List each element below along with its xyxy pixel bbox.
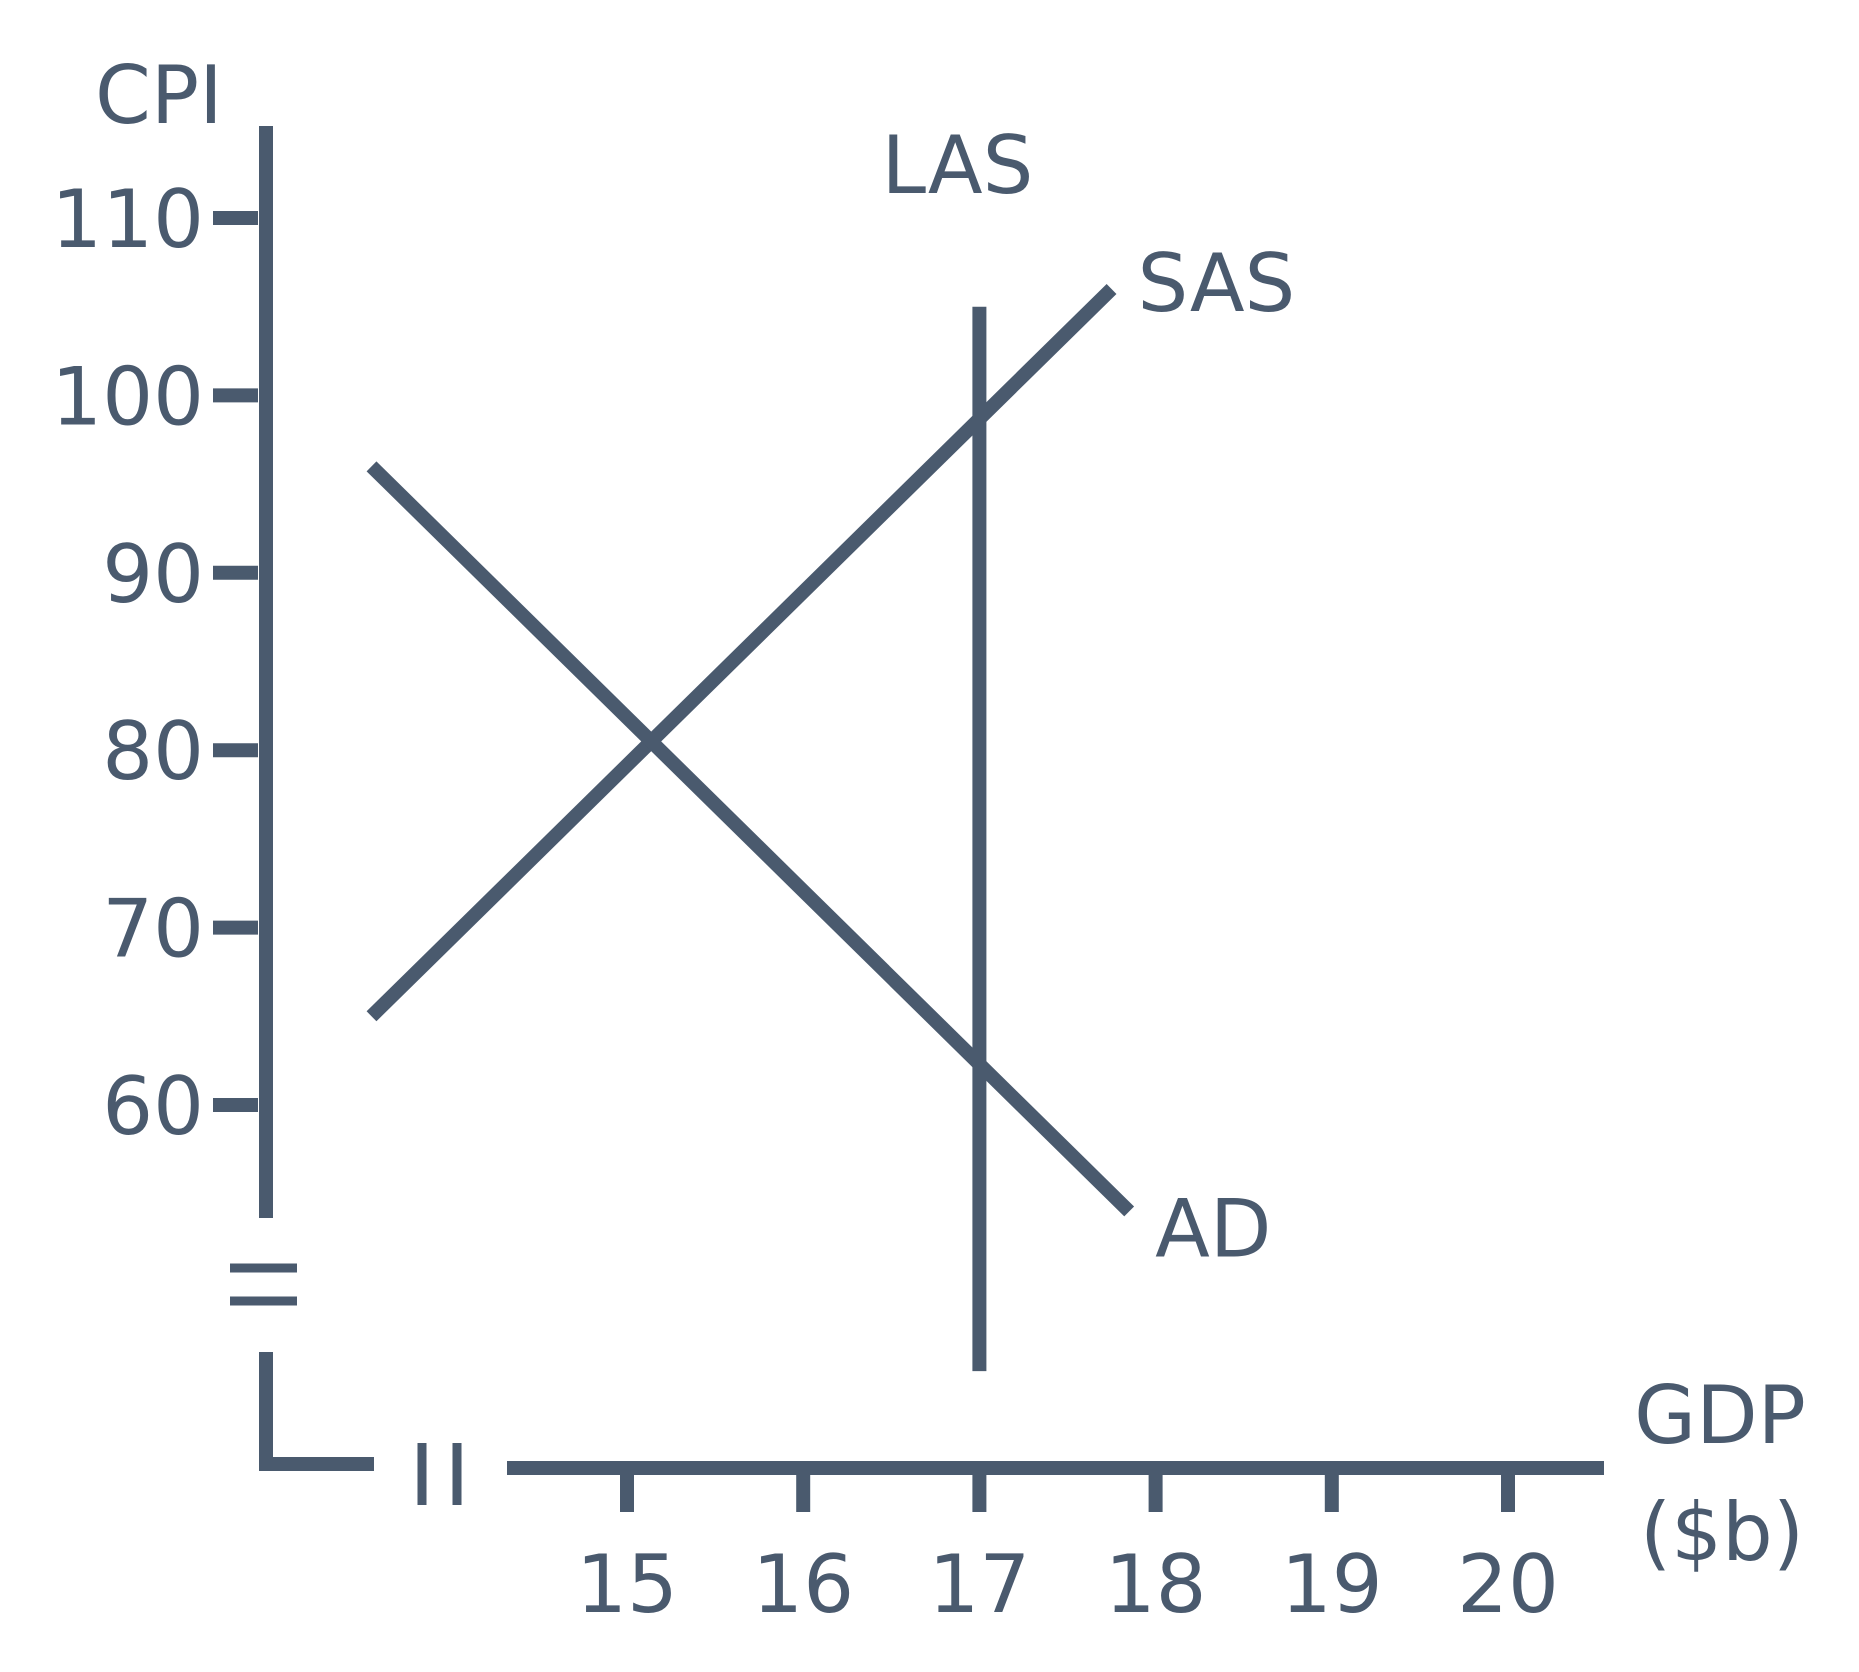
- sas-line: [366, 283, 1117, 1022]
- x-axis-title-line1: GDP: [1634, 1369, 1806, 1462]
- y-tick-label-90: 90: [102, 528, 204, 621]
- ad-line: [366, 461, 1135, 1217]
- ticks: [213, 211, 1515, 1512]
- x-axis-title-line2: ($b): [1640, 1486, 1804, 1579]
- axis-corner: [259, 1352, 374, 1471]
- ad-label: AD: [1155, 1182, 1271, 1275]
- labels: 60 70 80 90 100 110 15 16 17 18 19 20 SAS AD LAS CPI GDP…: [51, 49, 1806, 1631]
- y-tick-label-80: 80: [102, 705, 204, 798]
- axes: [230, 126, 1604, 1505]
- x-tick-label-16: 16: [752, 1538, 854, 1631]
- y-axis-title: CPI: [95, 49, 223, 142]
- y-tick-label-70: 70: [102, 883, 204, 976]
- y-tick-label-110: 110: [51, 173, 204, 266]
- sas-label: SAS: [1138, 237, 1296, 330]
- y-tick-label-100: 100: [51, 350, 204, 443]
- series-layer: [366, 283, 1135, 1372]
- x-tick-label-17: 17: [929, 1538, 1031, 1631]
- las-label: LAS: [881, 119, 1033, 212]
- y-tick-label-60: 60: [102, 1060, 204, 1153]
- x-tick-label-18: 18: [1105, 1538, 1207, 1631]
- x-tick-label-15: 15: [576, 1538, 678, 1631]
- x-tick-label-19: 19: [1281, 1538, 1383, 1631]
- x-tick-label-20: 20: [1457, 1538, 1559, 1631]
